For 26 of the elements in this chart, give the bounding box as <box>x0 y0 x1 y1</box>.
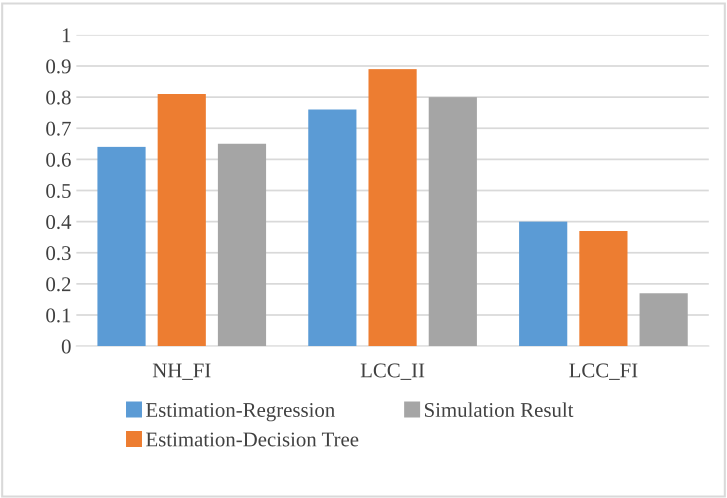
y-tick-label: 0.6 <box>46 152 71 167</box>
bar <box>579 230 628 346</box>
y-tick-label: 0.5 <box>46 184 71 198</box>
bar <box>308 110 356 346</box>
bar <box>519 222 568 346</box>
x-tick-label: NH_FI <box>152 364 211 380</box>
bar <box>368 69 417 346</box>
y-tick-label: 0.2 <box>46 277 70 292</box>
legend-label: Estimation-Decision Tree <box>146 432 358 446</box>
y-tick-label: 0.1 <box>46 308 70 323</box>
y-tick-label: 0 <box>62 339 71 354</box>
y-tick-label: 0.9 <box>46 59 71 74</box>
y-tick-label: 0.7 <box>46 122 71 136</box>
y-tick-label: 0.4 <box>46 214 72 230</box>
bar <box>428 97 477 346</box>
x-tick-label: LCC_II <box>360 363 424 380</box>
y-tick-label: 1 <box>62 28 70 42</box>
bar <box>218 144 266 346</box>
y-tick-label: 0.3 <box>46 246 71 260</box>
bar <box>640 293 688 346</box>
bar <box>158 94 206 346</box>
bar <box>97 146 146 346</box>
x-tick-label: LCC_FI <box>569 363 638 380</box>
legend-label: Simulation Result <box>424 402 574 417</box>
legend-label: Estimation-Regression <box>146 403 335 422</box>
y-tick-label: 0.8 <box>46 90 71 105</box>
